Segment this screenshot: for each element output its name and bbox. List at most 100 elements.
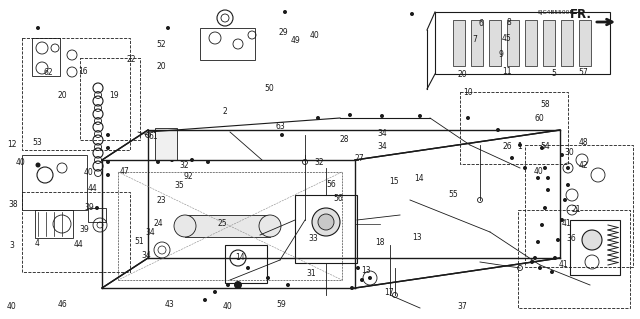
Text: 16: 16 (78, 67, 88, 76)
Text: 41: 41 (558, 260, 568, 269)
Text: 44: 44 (73, 241, 83, 249)
Text: 31: 31 (307, 269, 317, 278)
Text: 13: 13 (361, 266, 371, 275)
Text: 19: 19 (109, 91, 119, 100)
Circle shape (418, 114, 422, 118)
Circle shape (280, 133, 284, 137)
Circle shape (356, 266, 360, 270)
Bar (80, 58, 140, 140)
Circle shape (312, 208, 340, 236)
Text: 14: 14 (235, 253, 245, 262)
Circle shape (283, 10, 287, 14)
Circle shape (543, 206, 547, 210)
Bar (471, 20, 483, 66)
Text: 17: 17 (384, 288, 394, 297)
Circle shape (560, 153, 564, 157)
Text: 40: 40 (310, 31, 320, 40)
Text: 27: 27 (355, 154, 365, 163)
Bar (22, 38, 130, 150)
Circle shape (410, 12, 414, 16)
Text: 35: 35 (174, 181, 184, 189)
Text: 24: 24 (154, 219, 164, 228)
Circle shape (106, 146, 110, 150)
Bar (32, 38, 60, 76)
Text: 30: 30 (564, 148, 575, 157)
Text: 20: 20 (156, 63, 166, 71)
Text: 4: 4 (35, 239, 40, 248)
Circle shape (95, 206, 99, 210)
Circle shape (174, 215, 196, 237)
Circle shape (563, 198, 567, 202)
Text: 48: 48 (579, 138, 589, 147)
Text: 34: 34 (378, 129, 388, 138)
Text: 9: 9 (498, 50, 503, 59)
Circle shape (533, 256, 537, 260)
Text: 14: 14 (414, 174, 424, 182)
Text: 15: 15 (388, 177, 399, 186)
Text: 44: 44 (88, 184, 98, 193)
Circle shape (546, 176, 550, 180)
Circle shape (530, 260, 534, 264)
Circle shape (350, 286, 354, 290)
Circle shape (380, 114, 384, 118)
Text: 40: 40 (6, 302, 17, 311)
Circle shape (560, 218, 564, 222)
Text: 20: 20 (58, 91, 68, 100)
Text: 23: 23 (156, 196, 166, 205)
Text: 18: 18 (376, 238, 385, 247)
Text: 34: 34 (378, 142, 388, 151)
Circle shape (540, 223, 544, 227)
Text: 25: 25 (218, 219, 228, 228)
Bar (22, 192, 130, 272)
Circle shape (316, 116, 320, 120)
Text: 21: 21 (572, 205, 580, 214)
Circle shape (166, 26, 170, 30)
Text: 45: 45 (502, 34, 512, 43)
Text: 61: 61 (148, 132, 159, 141)
Bar (22, 155, 87, 210)
Circle shape (348, 113, 352, 117)
Text: 57: 57 (579, 68, 589, 77)
Circle shape (203, 298, 207, 302)
Text: 55: 55 (448, 190, 458, 199)
Circle shape (496, 128, 500, 132)
Bar (489, 20, 501, 66)
Text: 11: 11 (502, 67, 511, 76)
Circle shape (170, 158, 174, 162)
Text: 10: 10 (463, 88, 474, 97)
Text: 49: 49 (291, 36, 301, 45)
Circle shape (36, 26, 40, 30)
Bar (579, 20, 591, 66)
Circle shape (566, 183, 570, 187)
Text: 46: 46 (58, 300, 68, 309)
Circle shape (206, 160, 210, 164)
Text: 41: 41 (561, 219, 572, 228)
Circle shape (543, 166, 547, 170)
Circle shape (550, 270, 554, 274)
Text: 34: 34 (145, 228, 156, 237)
Circle shape (582, 230, 602, 250)
Circle shape (35, 162, 40, 167)
Text: 28: 28 (340, 135, 349, 144)
Text: 20: 20 (457, 70, 467, 78)
Text: 34: 34 (141, 251, 151, 260)
Circle shape (540, 146, 544, 150)
Text: 3: 3 (9, 241, 14, 250)
Text: 38: 38 (8, 200, 18, 209)
Bar (35, 210, 73, 238)
Text: 40: 40 (15, 158, 26, 167)
Bar (200, 28, 255, 60)
Text: 58: 58 (540, 100, 550, 109)
Bar (453, 20, 465, 66)
Circle shape (156, 160, 160, 164)
Text: 56: 56 (326, 180, 337, 189)
Text: 56: 56 (333, 194, 343, 203)
Text: 6: 6 (479, 19, 484, 28)
Text: 43: 43 (164, 300, 175, 309)
Circle shape (106, 160, 110, 164)
Bar (225, 245, 267, 283)
Text: 32: 32 (314, 158, 324, 167)
Bar (525, 145, 633, 267)
Text: 62: 62 (43, 68, 53, 77)
Text: 51: 51 (134, 237, 145, 246)
